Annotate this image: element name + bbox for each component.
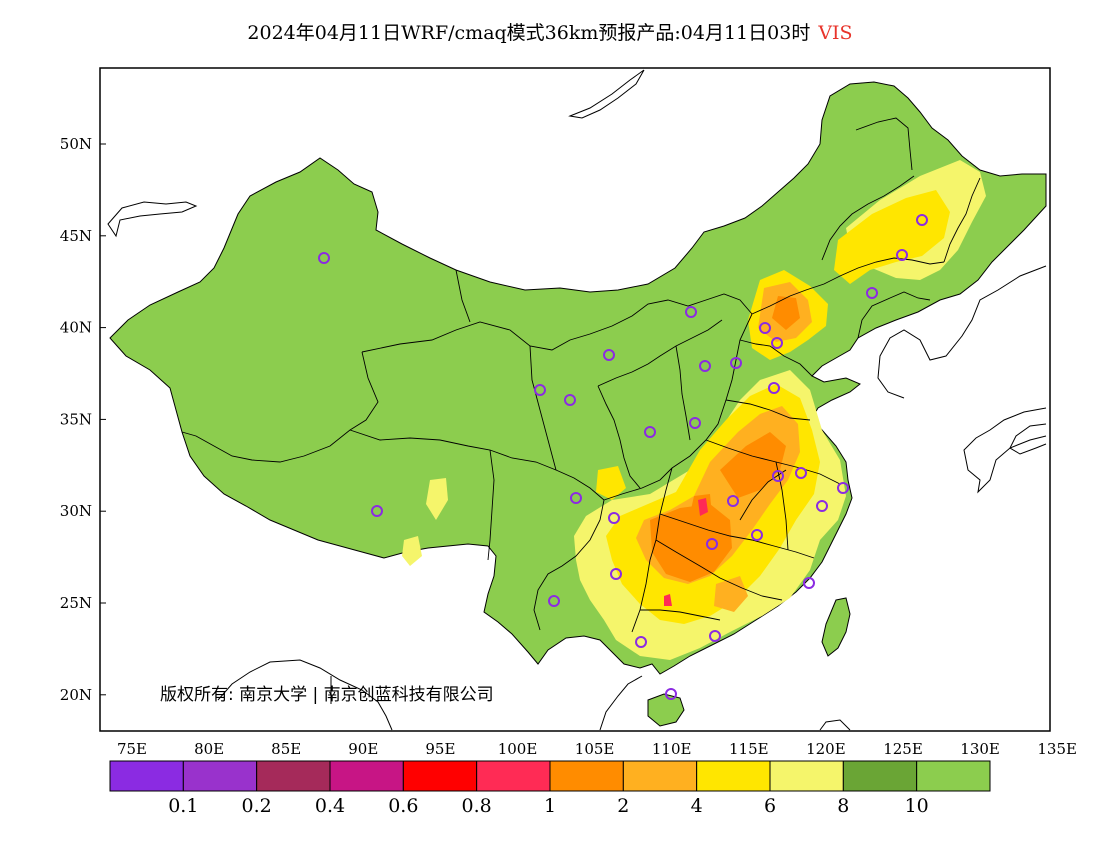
lon-tick-label: 135E xyxy=(1037,740,1077,758)
colorbar: 0.1 0.2 0.4 0.6 0.8 1 2 4 6 8 10 xyxy=(109,760,991,817)
colorbar-label: 0.6 xyxy=(388,795,418,817)
station-marker xyxy=(371,505,383,517)
station-marker xyxy=(570,492,582,504)
colorbar-swatch xyxy=(696,760,771,792)
station-marker xyxy=(608,512,620,524)
vis-zone-1-2 xyxy=(650,296,800,582)
station-marker xyxy=(772,470,784,482)
lon-tick-label: 80E xyxy=(194,740,224,758)
colorbar-label: 0.2 xyxy=(242,795,272,817)
lon-tick-label: 90E xyxy=(348,740,378,758)
station-marker xyxy=(803,577,815,589)
lat-tick-label: 35N xyxy=(60,410,92,428)
station-marker xyxy=(689,417,701,429)
colorbar-swatch xyxy=(622,760,698,792)
lat-tick-label: 25N xyxy=(60,594,92,612)
station-marker xyxy=(768,382,780,394)
station-marker xyxy=(685,306,697,318)
province-borders xyxy=(181,117,981,633)
station-marker xyxy=(896,249,908,261)
colorbar-label: 2 xyxy=(617,795,629,817)
map-title: 2024年04月11日WRF/cmaq模式36km预报产品:04月11日03时 V… xyxy=(0,18,1100,45)
lon-tick-label: 130E xyxy=(960,740,1000,758)
station-marker xyxy=(709,630,721,642)
colorbar-swatch xyxy=(769,760,844,792)
neighbor-coastlines xyxy=(107,69,1047,731)
station-marker xyxy=(916,214,928,226)
station-marker xyxy=(730,357,742,369)
colorbar-label: 1 xyxy=(544,795,556,817)
colorbar-label: 0.1 xyxy=(168,795,198,817)
lon-tick-label: 95E xyxy=(425,740,455,758)
map-content xyxy=(107,69,1047,731)
latitude-axis: 50N 45N 40N 35N 30N 25N 20N xyxy=(60,135,106,704)
lon-tick-label: 75E xyxy=(117,740,147,758)
title-text: 2024年04月11日WRF/cmaq模式36km预报产品:04月11日03时 xyxy=(247,22,811,44)
station-marker xyxy=(610,568,622,580)
taiwan-island xyxy=(821,597,851,657)
station-marker xyxy=(771,337,783,349)
colorbar-swatch xyxy=(182,760,258,792)
station-marker xyxy=(759,322,771,334)
colorbar-swatch xyxy=(916,760,991,792)
station-marker xyxy=(866,287,878,299)
lon-tick-label: 110E xyxy=(652,740,692,758)
variable-label: VIS xyxy=(818,22,853,44)
lat-tick-label: 45N xyxy=(60,227,92,245)
colorbar-label: 10 xyxy=(905,795,929,817)
vis-zone-0.8-1 xyxy=(664,498,708,606)
colorbar-swatch xyxy=(402,760,478,792)
station-marker xyxy=(837,482,849,494)
station-marker xyxy=(644,426,656,438)
longitude-axis: 75E 80E 85E 90E 95E 100E 105E 110E 115E 120E 125E 1… xyxy=(117,740,1077,758)
colorbar-swatch xyxy=(549,760,624,792)
colorbar-label: 6 xyxy=(764,795,776,817)
colorbar-swatch xyxy=(256,760,331,792)
lat-tick-label: 30N xyxy=(60,502,92,520)
colorbar-swatch xyxy=(329,760,404,792)
lon-tick-label: 125E xyxy=(883,740,923,758)
station-marker xyxy=(727,495,739,507)
colorbar-label: 4 xyxy=(691,795,703,817)
lon-tick-label: 105E xyxy=(575,740,615,758)
lon-tick-label: 100E xyxy=(498,740,538,758)
station-marker xyxy=(751,529,763,541)
station-marker xyxy=(816,500,828,512)
lat-tick-label: 50N xyxy=(60,135,92,153)
station-marker xyxy=(603,349,615,361)
station-marker xyxy=(795,467,807,479)
station-marker xyxy=(665,688,677,700)
station-marker xyxy=(548,595,560,607)
colorbar-label: 0.8 xyxy=(462,795,492,817)
copyright-notice: 版权所有: 南京大学 | 南京创蓝科技有限公司 xyxy=(160,685,494,705)
station-marker xyxy=(635,636,647,648)
station-markers xyxy=(318,214,928,700)
map-frame xyxy=(99,67,1051,732)
station-marker xyxy=(564,394,576,406)
station-marker xyxy=(706,538,718,550)
lat-tick-label: 20N xyxy=(60,686,92,704)
station-marker xyxy=(318,252,330,264)
lon-tick-label: 115E xyxy=(729,740,769,758)
colorbar-label: 0.4 xyxy=(315,795,345,817)
colorbar-swatch xyxy=(109,760,184,792)
lon-tick-label: 85E xyxy=(271,740,301,758)
colorbar-label: 8 xyxy=(837,795,849,817)
station-marker xyxy=(699,360,711,372)
colorbar-swatch xyxy=(476,760,551,792)
lon-tick-label: 120E xyxy=(806,740,846,758)
colorbar-swatch xyxy=(842,760,918,792)
lat-tick-label: 40N xyxy=(60,319,92,337)
station-marker xyxy=(534,384,546,396)
